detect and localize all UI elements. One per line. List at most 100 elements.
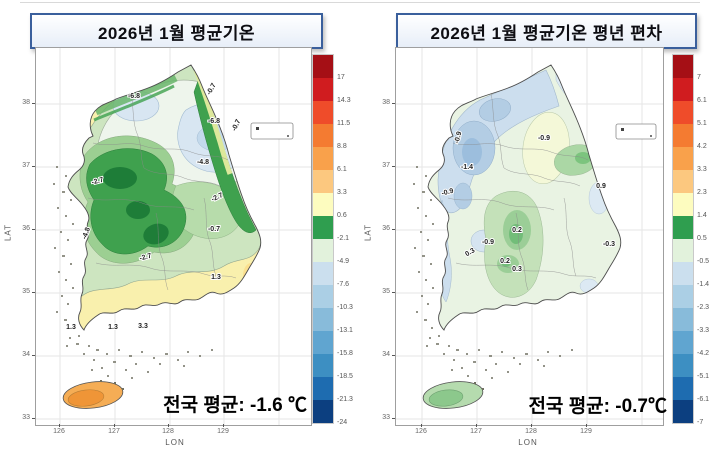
left-colorbar bbox=[312, 54, 334, 424]
contour-label: -1.4 bbox=[461, 164, 473, 171]
x-tick-label: 128 bbox=[525, 428, 537, 435]
colorbar-label: -4.2 bbox=[697, 350, 710, 357]
x-tick-mark bbox=[114, 424, 115, 427]
y-tick-mark bbox=[392, 103, 395, 104]
colorbar-label: 3.3 bbox=[697, 166, 707, 173]
contour-label: -2.7 bbox=[139, 253, 153, 263]
top-divider-line bbox=[20, 2, 700, 3]
y-tick-mark bbox=[32, 229, 35, 230]
colorbar-label: 6.1 bbox=[337, 166, 347, 173]
y-tick-mark bbox=[392, 355, 395, 356]
x-tick-label: 129 bbox=[217, 428, 229, 435]
colorbar-label: -4.9 bbox=[337, 258, 350, 265]
y-tick-label: 37 bbox=[382, 162, 390, 169]
y-tick-mark bbox=[392, 292, 395, 293]
y-tick-label: 35 bbox=[22, 288, 30, 295]
left-temperature-map: -6.8 -0.7 -6.8 -0.7 -4.8 -2.7 -2.7 -0.7 … bbox=[36, 48, 311, 425]
y-tick-label: 33 bbox=[382, 414, 390, 421]
contour-label: 1.3 bbox=[108, 324, 118, 331]
x-axis-label: LON bbox=[518, 438, 538, 447]
y-tick-label: 38 bbox=[382, 99, 390, 106]
contour-label: -6.8 bbox=[128, 93, 140, 100]
contour-label: -4.8 bbox=[197, 159, 209, 166]
colorbar-label: 0.6 bbox=[337, 212, 347, 219]
x-tick-label: 126 bbox=[415, 428, 427, 435]
y-axis-label: LAT bbox=[363, 223, 373, 242]
x-tick-label: 128 bbox=[162, 428, 174, 435]
left-national-average-caption: 전국 평균: -1.6 ℃ bbox=[163, 395, 307, 416]
colorbar-label: -1.4 bbox=[697, 281, 710, 288]
y-tick-label: 34 bbox=[382, 351, 390, 358]
y-tick-mark bbox=[32, 103, 35, 104]
colorbar-label: -21.3 bbox=[337, 396, 353, 403]
y-tick-label: 33 bbox=[22, 414, 30, 421]
colorbar-label: -3.3 bbox=[697, 327, 710, 334]
colorbar-label: -13.1 bbox=[337, 327, 353, 334]
colorbar-label: 7 bbox=[697, 74, 701, 81]
colorbar-label: -7.6 bbox=[337, 281, 350, 288]
x-tick-label: 126 bbox=[53, 428, 65, 435]
contour-label: 1.3 bbox=[66, 324, 76, 331]
left-map-contour-fills bbox=[68, 65, 261, 330]
y-tick-mark bbox=[392, 166, 395, 167]
colorbar-label: 3.3 bbox=[337, 189, 347, 196]
colorbar-label: 0.5 bbox=[697, 235, 707, 242]
contour-label: 0.2 bbox=[512, 227, 522, 234]
x-tick-mark bbox=[59, 424, 60, 427]
contour-label: 0.2 bbox=[500, 258, 510, 265]
x-axis-label: LON bbox=[165, 438, 185, 447]
contour-label: -0.9 bbox=[441, 188, 455, 198]
right-colorbar bbox=[672, 54, 694, 424]
x-tick-mark bbox=[586, 424, 587, 427]
right-map-inset-box bbox=[615, 123, 657, 140]
y-tick-mark bbox=[32, 166, 35, 167]
y-tick-label: 38 bbox=[22, 99, 30, 106]
x-tick-mark bbox=[476, 424, 477, 427]
contour-label: -0.3 bbox=[603, 241, 615, 248]
y-tick-label: 37 bbox=[22, 162, 30, 169]
contour-label: -2.7 bbox=[91, 177, 105, 187]
colorbar-label: 5.1 bbox=[697, 120, 707, 127]
x-tick-mark bbox=[531, 424, 532, 427]
colorbar-label: 8.8 bbox=[337, 143, 347, 150]
contour-label: 0.3 bbox=[512, 266, 522, 273]
contour-label: 1.3 bbox=[211, 274, 221, 281]
right-national-average-caption: 전국 평균: -0.7℃ bbox=[528, 396, 667, 417]
colorbar-label: -2.1 bbox=[337, 235, 350, 242]
x-tick-label: 129 bbox=[580, 428, 592, 435]
x-tick-label: 127 bbox=[108, 428, 120, 435]
y-tick-label: 36 bbox=[382, 225, 390, 232]
x-tick-label: 127 bbox=[470, 428, 482, 435]
colorbar-label: 17 bbox=[337, 74, 345, 81]
colorbar-label: -10.3 bbox=[337, 304, 353, 311]
contour-label: -0.9 bbox=[482, 239, 494, 246]
right-anomaly-map: -0.9 -1.4 -0.9 0.9 -0.9 0.2 -0.9 0.3 0.2… bbox=[396, 48, 663, 425]
colorbar-label: -5.1 bbox=[697, 373, 710, 380]
contour-label: -0.7 bbox=[206, 82, 218, 96]
colorbar-label: 1.4 bbox=[697, 212, 707, 219]
contour-label: -6.8 bbox=[208, 118, 220, 125]
right-map-contour-fills bbox=[428, 65, 621, 330]
colorbar-label: -18.5 bbox=[337, 373, 353, 380]
left-map-inset-box bbox=[250, 122, 294, 140]
contour-label: -0.9 bbox=[454, 131, 464, 145]
right-map-contour-labels: -0.9 -1.4 -0.9 0.9 -0.9 0.2 -0.9 0.3 0.2… bbox=[440, 130, 616, 274]
colorbar-label: -24 bbox=[337, 419, 348, 426]
left-panel-title: 2026년 1월 평균기온 bbox=[97, 23, 256, 43]
left-map-jeju-island bbox=[62, 380, 124, 409]
colorbar-label: 6.1 bbox=[697, 97, 707, 104]
colorbar-label: 11.5 bbox=[337, 120, 351, 127]
right-panel-title: 2026년 1월 평균기온 평년 편차 bbox=[430, 23, 663, 43]
left-panel-title-box: 2026년 1월 평균기온 bbox=[30, 13, 323, 49]
colorbar-label: -6.1 bbox=[697, 396, 710, 403]
y-tick-label: 34 bbox=[22, 351, 30, 358]
right-panel-title-box: 2026년 1월 평균기온 평년 편차 bbox=[396, 13, 697, 49]
y-tick-mark bbox=[392, 418, 395, 419]
colorbar-label: -7 bbox=[697, 419, 704, 426]
x-tick-mark bbox=[421, 424, 422, 427]
colorbar-label: 4.2 bbox=[697, 143, 707, 150]
y-tick-mark bbox=[32, 292, 35, 293]
contour-label: -0.7 bbox=[231, 118, 242, 132]
left-map-plot: -6.8 -0.7 -6.8 -0.7 -4.8 -2.7 -2.7 -0.7 … bbox=[35, 47, 312, 426]
